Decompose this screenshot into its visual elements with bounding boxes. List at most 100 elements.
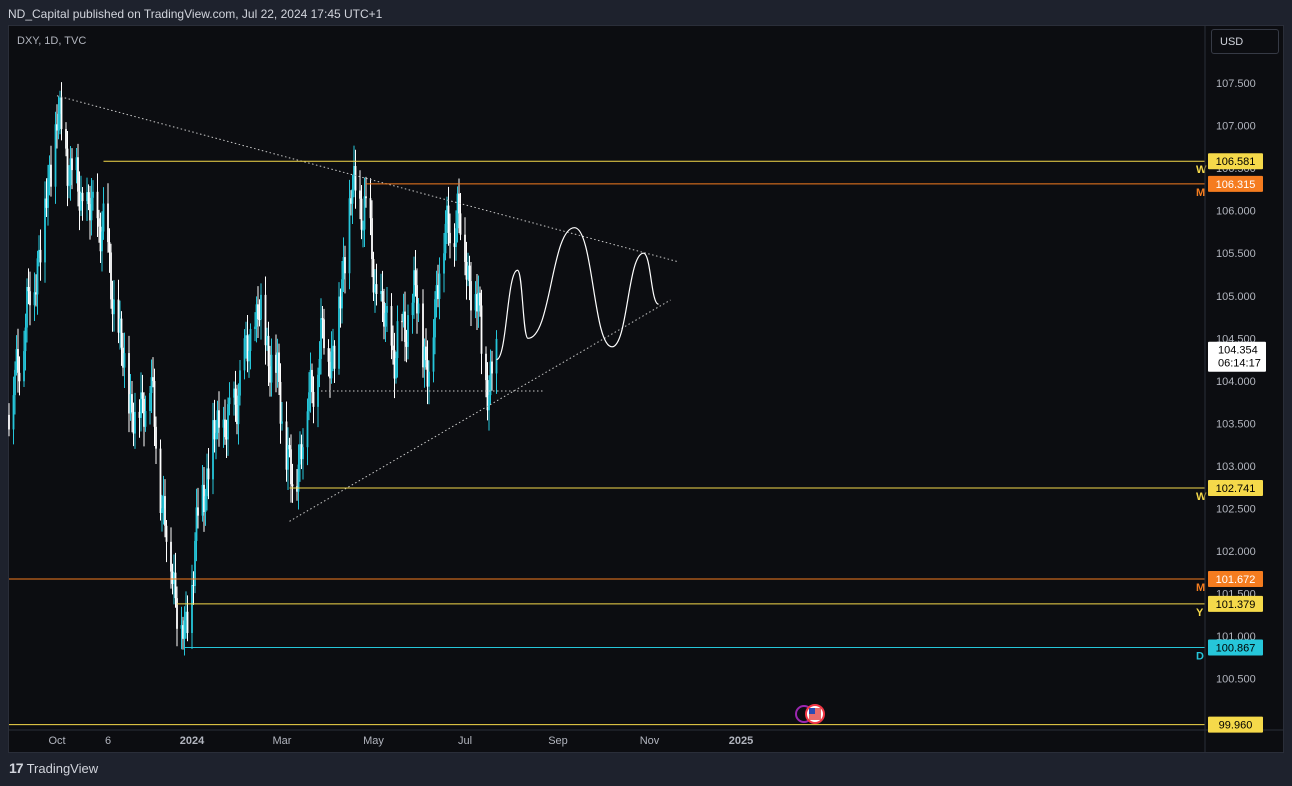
candle-body: [404, 311, 406, 343]
candle-body: [468, 265, 471, 282]
level-timeframe-label: W: [1196, 164, 1207, 176]
candle-body: [75, 157, 78, 171]
candle-body: [29, 291, 31, 306]
candle-body: [110, 252, 112, 300]
candle-body: [60, 97, 63, 130]
candle-body: [195, 507, 198, 542]
candle-body: [380, 291, 382, 294]
candle-body: [111, 299, 114, 315]
candle-body: [191, 585, 193, 634]
candle-body: [338, 296, 340, 369]
candle-body: [372, 259, 375, 293]
level-timeframe-label: Y: [1196, 607, 1204, 619]
price-tag-label: 99.960: [1219, 720, 1253, 732]
candles-layer: [8, 82, 498, 656]
candle-body: [332, 345, 334, 352]
candle-body: [384, 312, 387, 327]
level-timeframe-label: M: [1196, 187, 1205, 199]
candle-body: [279, 381, 282, 424]
candle-body: [47, 178, 49, 208]
currency-button[interactable]: USD: [1211, 29, 1279, 54]
candle-body: [446, 205, 448, 224]
candle-body: [401, 321, 403, 323]
countdown-label: 06:14:17: [1218, 358, 1261, 370]
candle-body: [17, 349, 19, 373]
candle-body: [192, 585, 195, 587]
candle-body: [248, 350, 250, 362]
candle-body: [474, 294, 477, 311]
candle-body: [371, 218, 373, 260]
chart-frame[interactable]: [8, 25, 1284, 753]
footer-brand[interactable]: 17 TradingView: [9, 760, 98, 776]
candle-body: [344, 257, 346, 274]
candle-body: [23, 351, 25, 382]
candle-body: [354, 165, 357, 191]
price-tag-bg: [1208, 479, 1263, 496]
candle-body: [176, 598, 178, 629]
event-flags[interactable]: [795, 704, 825, 724]
candle-body: [254, 326, 256, 329]
symbol-label[interactable]: DXY, 1D, TVC: [17, 35, 87, 47]
candle-body: [159, 448, 162, 514]
candle-body: [393, 350, 396, 379]
candle-body: [36, 258, 39, 295]
candle-body: [453, 243, 456, 247]
candle-body: [180, 625, 183, 629]
candle-body: [495, 338, 498, 374]
candle-body: [48, 164, 51, 179]
candle-body: [90, 197, 93, 221]
price-tag-label: 106.315: [1216, 179, 1256, 191]
candle-body: [353, 165, 355, 189]
candle-body: [27, 286, 30, 292]
candle-body: [129, 394, 132, 414]
candle-body: [150, 377, 153, 394]
candle-body: [14, 369, 16, 396]
y-tick-label: 106.000: [1216, 206, 1256, 218]
candle-body: [392, 345, 394, 351]
candle-body: [290, 449, 292, 485]
candle-body: [266, 335, 268, 346]
candle-body: [432, 337, 435, 372]
candle-body: [56, 124, 58, 131]
candle-body: [50, 164, 52, 187]
trendline-lower[interactable]: [289, 299, 671, 522]
candle-body: [306, 411, 309, 448]
candle-body: [405, 342, 408, 347]
candle-body: [207, 468, 210, 480]
candle-body: [206, 468, 208, 497]
projection-layer: [495, 227, 660, 361]
y-tick-label: 107.000: [1216, 121, 1256, 133]
candle-body: [66, 148, 69, 186]
candle-body: [186, 611, 189, 634]
candle-body: [80, 192, 82, 211]
candle-body: [24, 327, 27, 352]
candle-body: [197, 507, 199, 516]
candle-body: [312, 391, 315, 407]
candle-body: [120, 318, 123, 348]
projection-path[interactable]: [495, 227, 660, 361]
trendline-upper[interactable]: [56, 95, 679, 263]
candle-body: [449, 232, 451, 244]
candle-body: [123, 353, 126, 368]
price-tag-bg: [1208, 570, 1263, 587]
candle-body: [141, 392, 144, 399]
candle-body: [77, 157, 79, 192]
candle-body: [128, 353, 130, 414]
candle-body: [98, 218, 100, 227]
candle-body: [299, 444, 301, 465]
level-timeframe-label: M: [1196, 582, 1205, 594]
candle-body: [375, 284, 378, 294]
candle-body: [479, 292, 481, 306]
candle-body: [138, 411, 141, 418]
candle-body: [132, 412, 135, 434]
candle-body: [246, 335, 249, 362]
price-tag-bg: [1208, 153, 1263, 170]
candle-body: [236, 404, 238, 425]
candle-body: [447, 205, 450, 233]
candle-body: [102, 203, 105, 232]
candle-body: [435, 285, 438, 300]
candle-body: [218, 410, 220, 428]
candle-body: [434, 299, 436, 338]
candle-body: [225, 437, 228, 440]
